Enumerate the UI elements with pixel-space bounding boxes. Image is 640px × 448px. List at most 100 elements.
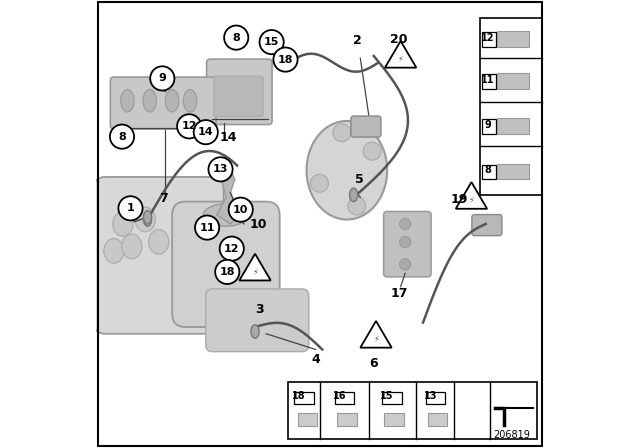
Ellipse shape xyxy=(399,259,411,270)
Polygon shape xyxy=(239,254,271,280)
Text: ⚡: ⚡ xyxy=(397,55,404,64)
Ellipse shape xyxy=(333,124,351,142)
FancyBboxPatch shape xyxy=(351,116,381,137)
Ellipse shape xyxy=(121,90,134,112)
Circle shape xyxy=(260,30,284,54)
Ellipse shape xyxy=(399,237,411,247)
Ellipse shape xyxy=(104,238,124,263)
FancyBboxPatch shape xyxy=(94,177,224,334)
Ellipse shape xyxy=(166,90,179,112)
Ellipse shape xyxy=(113,212,133,237)
Ellipse shape xyxy=(184,90,197,112)
FancyBboxPatch shape xyxy=(214,76,263,116)
Text: 16: 16 xyxy=(333,391,346,401)
Circle shape xyxy=(215,260,239,284)
Bar xyxy=(482,165,496,179)
Text: ⚡: ⚡ xyxy=(468,196,474,205)
Text: 18: 18 xyxy=(220,267,235,277)
Ellipse shape xyxy=(148,229,169,254)
Polygon shape xyxy=(217,170,239,224)
Text: 10: 10 xyxy=(233,205,248,215)
Text: 8: 8 xyxy=(118,132,126,142)
Bar xyxy=(335,392,355,404)
Bar xyxy=(482,32,496,47)
Circle shape xyxy=(194,120,218,144)
Polygon shape xyxy=(456,182,487,209)
Bar xyxy=(298,413,317,426)
Text: 7: 7 xyxy=(159,191,168,205)
FancyBboxPatch shape xyxy=(207,59,272,125)
Ellipse shape xyxy=(399,218,411,229)
Ellipse shape xyxy=(310,174,328,192)
Text: 14: 14 xyxy=(220,131,237,145)
Circle shape xyxy=(177,114,202,138)
Text: 11: 11 xyxy=(199,223,215,233)
Circle shape xyxy=(195,215,220,240)
FancyBboxPatch shape xyxy=(172,202,280,327)
Text: 6: 6 xyxy=(369,357,378,370)
Ellipse shape xyxy=(363,142,381,160)
Ellipse shape xyxy=(204,204,248,226)
Text: ⚡: ⚡ xyxy=(373,335,379,344)
Bar xyxy=(497,118,529,134)
Bar xyxy=(426,392,445,404)
Polygon shape xyxy=(360,321,392,348)
Text: 2: 2 xyxy=(353,34,362,47)
Ellipse shape xyxy=(143,211,152,224)
Text: 5: 5 xyxy=(355,172,364,186)
FancyBboxPatch shape xyxy=(383,211,431,277)
Text: 20: 20 xyxy=(390,33,408,46)
Circle shape xyxy=(228,198,253,222)
Circle shape xyxy=(209,157,233,181)
Ellipse shape xyxy=(349,188,358,202)
Bar xyxy=(482,74,496,89)
Text: 13: 13 xyxy=(424,391,437,401)
Circle shape xyxy=(118,196,143,220)
Bar xyxy=(384,413,404,426)
Text: 13: 13 xyxy=(213,164,228,174)
Bar xyxy=(382,392,401,404)
Text: 14: 14 xyxy=(198,127,214,137)
Bar xyxy=(337,413,356,426)
Ellipse shape xyxy=(122,234,142,259)
Bar xyxy=(288,382,538,439)
Text: 3: 3 xyxy=(255,302,264,316)
Bar xyxy=(497,73,529,89)
Bar xyxy=(497,164,529,179)
Ellipse shape xyxy=(135,207,156,232)
Text: 18: 18 xyxy=(278,55,293,65)
Text: 12: 12 xyxy=(481,33,495,43)
Circle shape xyxy=(224,26,248,50)
Text: 1: 1 xyxy=(127,203,134,213)
Text: 9: 9 xyxy=(158,73,166,83)
Text: 17: 17 xyxy=(390,287,408,300)
Bar xyxy=(294,392,314,404)
Circle shape xyxy=(110,125,134,149)
Ellipse shape xyxy=(143,90,157,112)
Text: 8: 8 xyxy=(484,165,492,175)
FancyBboxPatch shape xyxy=(110,77,216,129)
Text: 4: 4 xyxy=(311,353,320,366)
Text: 206819: 206819 xyxy=(493,430,530,440)
Circle shape xyxy=(150,66,175,90)
Ellipse shape xyxy=(348,197,366,215)
Text: 12: 12 xyxy=(224,244,239,254)
Bar xyxy=(481,18,541,195)
Text: 15: 15 xyxy=(264,37,279,47)
Text: 9: 9 xyxy=(484,120,492,129)
Text: 8: 8 xyxy=(232,33,240,43)
Text: 19: 19 xyxy=(450,193,468,206)
FancyBboxPatch shape xyxy=(472,215,502,236)
Bar xyxy=(428,413,447,426)
Bar xyxy=(482,119,496,134)
Ellipse shape xyxy=(143,213,152,226)
Circle shape xyxy=(273,47,298,72)
FancyBboxPatch shape xyxy=(206,289,309,352)
Text: 12: 12 xyxy=(181,121,197,131)
Text: ⚡: ⚡ xyxy=(252,267,258,276)
Ellipse shape xyxy=(251,325,259,338)
Text: 10: 10 xyxy=(250,218,267,232)
Circle shape xyxy=(220,237,244,261)
Bar xyxy=(497,31,529,47)
Ellipse shape xyxy=(307,121,387,220)
